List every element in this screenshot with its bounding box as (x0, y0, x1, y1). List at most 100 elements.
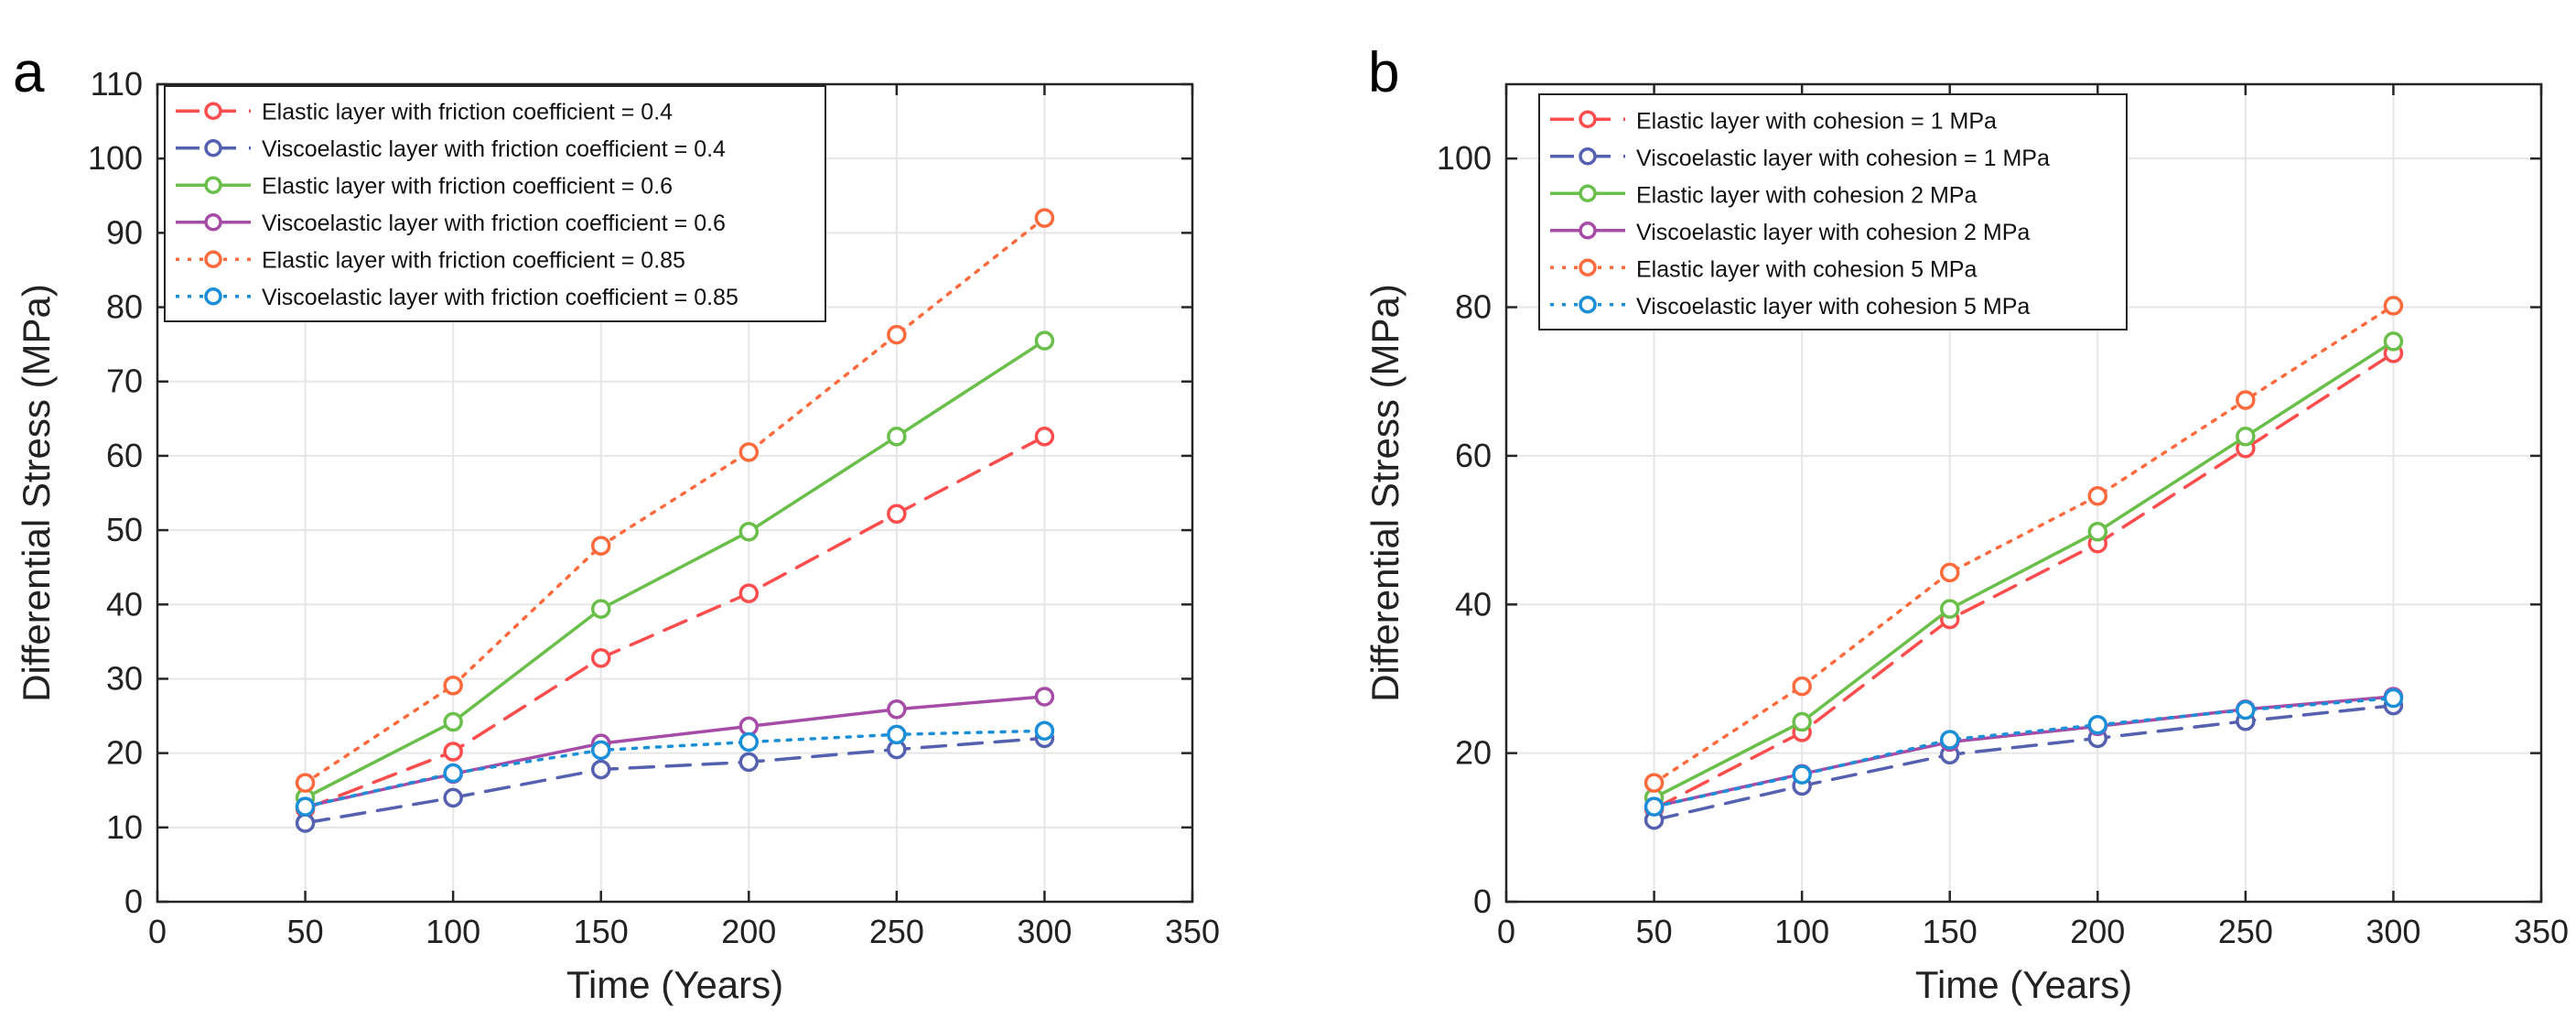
panel-a-series-4-line (303, 216, 1047, 785)
panel-b-axes-box (1504, 82, 2543, 904)
panel-b-legend-label: Viscoelastic layer with cohesion 5 MPa (1636, 294, 2030, 320)
panel-a-ytick-label: 100 (88, 139, 143, 177)
panel-b-xtick-label: 200 (2070, 913, 2125, 950)
panel-b-xtick-label: 50 (1636, 913, 1673, 950)
panel-b-series-4-point (1644, 773, 1665, 793)
panel-a-xtick-label: 0 (148, 913, 167, 950)
panel-a-series-2-point (1034, 330, 1055, 351)
panel-b-series-5-point (2383, 688, 2404, 709)
panel-b-series-2-point (2236, 427, 2256, 447)
panel-a-legend-swatch-marker (204, 139, 222, 157)
panel-b-series-2-point (2087, 521, 2108, 542)
panel-a-axes-box (156, 82, 1194, 904)
panel-b-legend-swatch-marker (1579, 110, 1597, 128)
panel-a-series-5-point (443, 763, 463, 784)
panel-a-legend-label: Elastic layer with friction coefficient … (262, 247, 685, 273)
panel-a-series-4-point (1034, 208, 1055, 228)
panel-a-series-2-line (303, 339, 1047, 800)
panel-a-legend-item-5: Viscoelastic layer with friction coeffic… (176, 285, 738, 310)
panel-a-xtick-label: 100 (426, 913, 480, 950)
panel-b-xtick-label: 250 (2218, 913, 2273, 950)
panel-b-series-2-line (1652, 340, 2396, 800)
panel-a-series-0-point (1034, 427, 1055, 447)
panel-b-legend-swatch-marker (1579, 258, 1597, 276)
panel-a-ytick-label: 90 (106, 213, 143, 251)
panel-a-ytick-label: 70 (106, 363, 143, 400)
panel-a-series-1-point (738, 752, 760, 773)
panel-b-xtick-label: 0 (1497, 913, 1515, 950)
panel-b-legend-label: Viscoelastic layer with cohesion = 1 MPa (1636, 146, 2050, 171)
panel-a-xtick-label: 250 (869, 913, 924, 950)
panel-b-legend-item-3: Viscoelastic layer with cohesion 2 MPa (1550, 220, 2030, 245)
panel-b-legend-label: Elastic layer with cohesion 5 MPa (1636, 256, 1977, 282)
panel-b-legend-swatch-marker (1579, 147, 1597, 166)
panel-b-series-4-point (1939, 562, 1960, 583)
panel-a-legend-item-3: Viscoelastic layer with friction coeffic… (176, 211, 726, 236)
panel-a-series-2-point (443, 711, 463, 732)
panel-a-legend-item-0: Elastic layer with friction coefficient … (176, 99, 673, 125)
panel-a-series-0-point (738, 583, 760, 603)
panel-a-legend-label: Elastic layer with friction coefficient … (262, 99, 673, 125)
panel-a-series-2-point (590, 599, 611, 619)
panel-b-series-5-point (1644, 796, 1665, 817)
chart-panel-b: 0 50 100 150 200 250 300 350 0 20 40 60 80 100 Time (Y… (1363, 82, 2569, 1006)
panel-a-ytick-label: 0 (124, 883, 143, 920)
panel-b-xtick-label: 150 (1923, 913, 1978, 950)
panel-a-series-4-point (443, 676, 463, 696)
panel-b-legend-swatch-marker (1579, 222, 1597, 240)
panel-b-series-5-point (2236, 699, 2256, 720)
panel-a-series-4-point (738, 442, 760, 462)
panel-b-xtick-label: 300 (2366, 913, 2420, 950)
panel-a-series-1-point (295, 813, 316, 833)
panel-b-legend-item-4: Elastic layer with cohesion 5 MPa (1550, 256, 1977, 282)
panel-a-ytick-label: 80 (106, 288, 143, 326)
panel-b-ytick-label: 100 (1437, 139, 1492, 177)
chart-panel-a: 0 50 100 150 200 250 300 350 0 10 20 30 40 50 60 70 80 90… (15, 65, 1220, 1006)
panel-a-xtick-label: 300 (1017, 913, 1072, 950)
panel-a-ytick-label: 30 (106, 659, 143, 697)
panel-b-series-4-point (2236, 390, 2256, 410)
panel-a-ytick-label: 10 (106, 808, 143, 846)
panel-b-series-3-line (1652, 695, 2396, 808)
panel-b-xtick-label: 100 (1774, 913, 1829, 950)
panel-a-legend-label: Viscoelastic layer with friction coeffic… (262, 136, 726, 162)
panel-b-series-5-point (1939, 730, 1960, 750)
panel-b-legend-label: Viscoelastic layer with cohesion 2 MPa (1636, 220, 2030, 245)
panel-a-series-0-line (303, 435, 1047, 811)
panel-b-legend-swatch-marker (1579, 184, 1597, 202)
panel-a-xtick-label: 200 (721, 913, 776, 950)
panel-a-legend-box (164, 85, 826, 322)
panel-a-legend-swatch-marker (204, 250, 222, 268)
panel-a-series-0-point (887, 504, 907, 524)
panel-a-legend-swatch-marker (204, 176, 222, 194)
panel-b-ylabel: Differential Stress (MPa) (1363, 284, 1407, 702)
panel-b-legend: Elastic layer with cohesion = 1 MPa Visco… (1538, 93, 2128, 330)
panel-a-ylabel: Differential Stress (MPa) (15, 284, 58, 702)
panel-a-ytick-label: 50 (106, 511, 143, 548)
panel-a-series-3-point (887, 699, 907, 720)
panel-a-legend-label: Viscoelastic layer with friction coeffic… (262, 285, 738, 310)
panel-a-series-3-point (1034, 687, 1055, 707)
panel-a-series-4-point (590, 536, 611, 556)
panel-b-legend-swatch-marker (1579, 296, 1597, 314)
panel-a-series-0-point (590, 647, 611, 668)
panel-a-series-2-point (738, 521, 760, 542)
panel-a-series-1-line (303, 736, 1047, 825)
panel-b-legend-item-1: Viscoelastic layer with cohesion = 1 MPa (1550, 146, 2050, 171)
panel-a-series-3-line (303, 695, 1047, 808)
panel-a-series-0-point (443, 742, 463, 762)
panel-b-series-2-point (1939, 599, 1960, 619)
panel-a-ytick-label: 110 (91, 65, 143, 103)
panel-a-ytick-label: 40 (106, 585, 143, 623)
panel-a-legend-label: Viscoelastic layer with friction coeffic… (262, 211, 726, 236)
panel-a-series-5-point (1034, 720, 1055, 742)
panel-b-series-1-line (1652, 703, 2396, 822)
panel-b-ytick-label: 40 (1455, 585, 1492, 623)
panel-a-series-5-line (303, 729, 1047, 808)
panel-b-legend-box (1538, 93, 2128, 330)
panel-a-series-2-point (887, 427, 907, 447)
panel-b-series-5-point (2087, 715, 2108, 735)
panel-b-series-2-point (1792, 711, 1812, 732)
panel-b-ytick-label: 0 (1473, 883, 1492, 920)
